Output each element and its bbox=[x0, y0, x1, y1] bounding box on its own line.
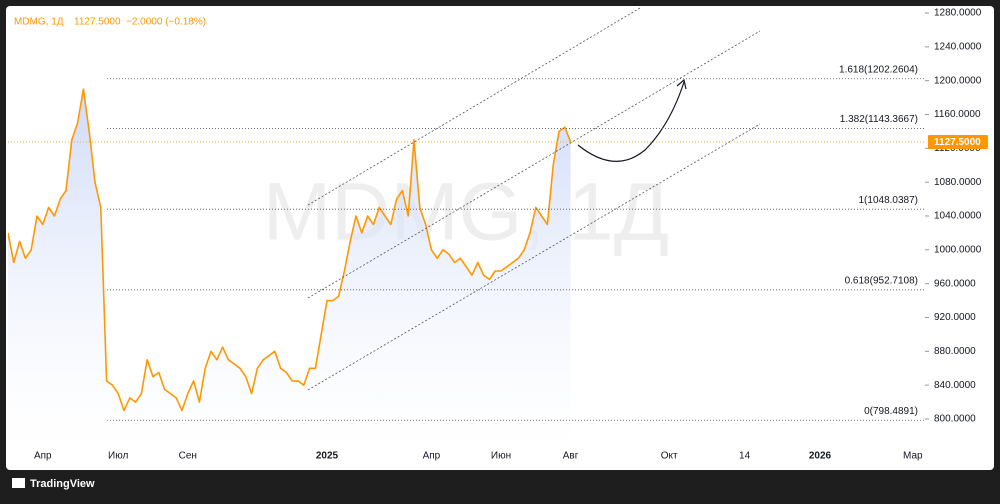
arrow-head bbox=[676, 78, 687, 90]
area bbox=[8, 89, 571, 448]
x-tick-label: Мар bbox=[903, 451, 923, 462]
fib-label: 1(1048.0387) bbox=[859, 195, 919, 206]
channel-line bbox=[307, 30, 761, 299]
x-tick-label: 2026 bbox=[809, 451, 832, 462]
drawings bbox=[307, 7, 761, 391]
fib-label: 0(798.4891) bbox=[864, 406, 918, 417]
x-tick-label: Апр bbox=[34, 451, 52, 462]
y-tick-label: 880.0000 bbox=[934, 346, 976, 357]
header-change: −2.0000 (−0.18%) bbox=[126, 17, 206, 28]
brand-logo bbox=[12, 478, 25, 488]
y-tick-label: 840.0000 bbox=[934, 380, 976, 391]
fib-label: 1.618(1202.2604) bbox=[839, 64, 918, 75]
price-line bbox=[8, 88, 572, 412]
x-tick-label: Авг bbox=[563, 451, 579, 462]
chart-panel bbox=[6, 6, 994, 470]
y-tick-label: 960.0000 bbox=[934, 278, 976, 289]
channel-line bbox=[307, 123, 761, 391]
brand-name: TradingView bbox=[30, 478, 95, 490]
header-symbol: MDMG, 1Д bbox=[14, 17, 64, 28]
y-tick-label: 1280.0000 bbox=[934, 8, 982, 19]
y-tick-label: 1160.0000 bbox=[934, 109, 981, 120]
y-tick-label: 920.0000 bbox=[934, 312, 976, 323]
x-tick-label: Июл bbox=[108, 451, 128, 462]
x-tick-label: Апр bbox=[423, 451, 441, 462]
header-price: 1127.5000 bbox=[74, 17, 121, 28]
x-tick-label: 2025 bbox=[316, 451, 339, 462]
x-tick-label: Окт bbox=[661, 451, 678, 462]
last-price-label: 1127.5000 bbox=[934, 137, 981, 148]
x-tick-label: Июн bbox=[491, 451, 511, 462]
watermark: MDMG, 1Д bbox=[263, 167, 669, 258]
brand: TradingView bbox=[12, 478, 95, 490]
fib-label: 0.618(952.7108) bbox=[845, 275, 918, 286]
y-tick-label: 1080.0000 bbox=[934, 177, 982, 188]
channel-line bbox=[307, 7, 641, 206]
y-tick-label: 1240.0000 bbox=[934, 41, 982, 52]
fib-label: 1.382(1143.3667) bbox=[840, 114, 918, 125]
x-tick-label: Сен bbox=[179, 451, 197, 462]
last-price-box bbox=[928, 134, 988, 149]
x-tick-label: 14 bbox=[739, 451, 751, 462]
y-tick-label: 1040.0000 bbox=[934, 211, 982, 222]
y-tick-label: 1000.0000 bbox=[934, 244, 982, 255]
y-tick-label: 800.0000 bbox=[934, 414, 976, 425]
y-tick-label: 1200.0000 bbox=[934, 75, 982, 86]
projection-arrow bbox=[577, 81, 685, 162]
